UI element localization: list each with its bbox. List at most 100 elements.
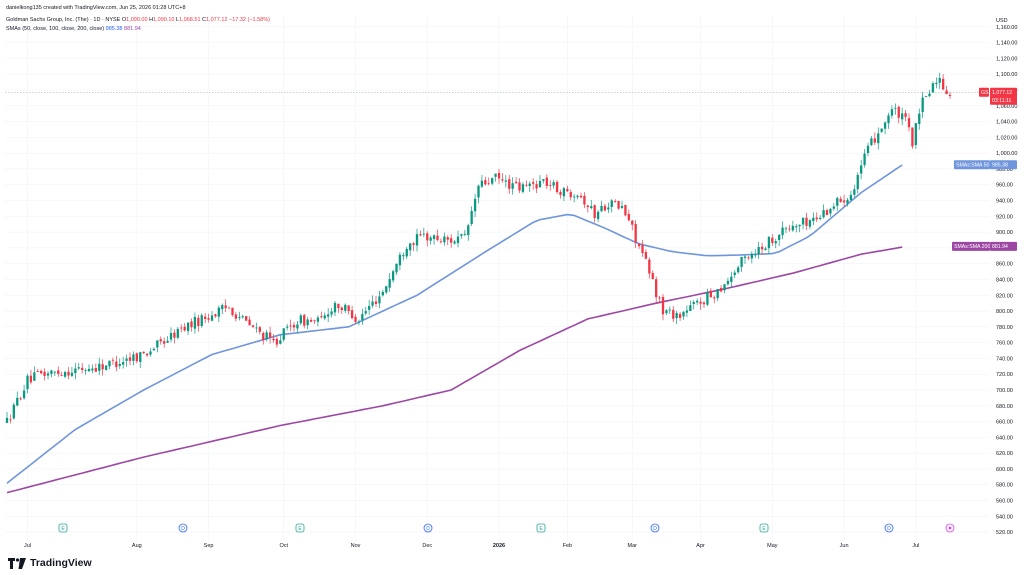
- candle: [815, 212, 818, 223]
- candle-body: [559, 191, 562, 195]
- earnings-marker[interactable]: E: [58, 523, 68, 533]
- replay-marker[interactable]: [945, 523, 955, 533]
- dividend-marker[interactable]: D: [884, 523, 894, 533]
- candle: [9, 414, 12, 424]
- candle-body: [111, 359, 115, 361]
- candle: [901, 107, 904, 126]
- ohlc-low: 1,068.51: [179, 17, 201, 23]
- candle: [719, 285, 723, 293]
- candle-body: [566, 188, 569, 192]
- candle-body: [504, 180, 507, 182]
- candle: [948, 92, 952, 99]
- candle-body: [272, 338, 275, 341]
- candle: [432, 234, 436, 245]
- candle-body: [665, 310, 668, 314]
- candle-body: [750, 253, 753, 259]
- candle: [94, 363, 97, 373]
- candle: [251, 325, 255, 329]
- candle: [193, 312, 197, 334]
- earnings-marker[interactable]: E: [536, 523, 546, 533]
- sma200-legend-value: 881.94: [124, 26, 141, 32]
- candle-body: [644, 252, 648, 259]
- candle-body: [251, 325, 255, 327]
- candle: [33, 366, 36, 382]
- candle-body: [911, 127, 914, 147]
- sma-legend-label: SMAs (50, close, 100, close, 200, close): [6, 26, 105, 32]
- candle: [98, 357, 101, 376]
- candle: [764, 246, 767, 251]
- price-tick: 980.00: [996, 167, 1013, 173]
- price-tick: 840.00: [996, 277, 1013, 283]
- sma200-value-pill: [990, 241, 1017, 251]
- candle: [784, 226, 788, 233]
- candle: [221, 303, 224, 315]
- last-price-countdown: 03:11:11: [992, 98, 1012, 104]
- candle-body: [12, 404, 15, 419]
- candle-body: [296, 324, 299, 329]
- dividend-marker[interactable]: D: [423, 523, 433, 533]
- candle: [248, 316, 251, 326]
- candle-body: [511, 183, 514, 189]
- candle-body: [286, 326, 289, 328]
- candle-body: [562, 188, 566, 197]
- candle-body: [839, 198, 842, 202]
- candle: [378, 291, 381, 309]
- candle-body: [699, 301, 702, 304]
- candle-body: [429, 237, 432, 241]
- candle: [514, 177, 518, 184]
- candle-body: [624, 205, 627, 216]
- candle: [190, 318, 193, 332]
- time-tick: Mar: [628, 543, 638, 549]
- ohlc-legend: Goldman Sachs Group, Inc. (The) · 1D · N…: [6, 17, 270, 23]
- candle: [238, 311, 241, 321]
- candle-body: [50, 370, 53, 374]
- candle-body: [569, 192, 572, 198]
- candle: [856, 172, 859, 194]
- candle-body: [760, 246, 764, 250]
- candle-body: [788, 228, 791, 230]
- candle: [860, 159, 863, 180]
- candle-body: [880, 128, 883, 132]
- dividend-marker[interactable]: D: [178, 523, 188, 533]
- candle: [16, 391, 19, 407]
- dividend-marker[interactable]: D: [650, 523, 660, 533]
- candle: [911, 127, 914, 149]
- candle-body: [91, 368, 94, 371]
- candle-body: [81, 367, 84, 370]
- candle-body: [596, 211, 600, 220]
- price-tick: 1,140.00: [996, 41, 1017, 47]
- candle: [549, 180, 552, 191]
- dividend-badge: [650, 523, 660, 533]
- candle-body: [819, 217, 822, 220]
- candle-body: [497, 172, 501, 179]
- ohlc-change: −17.32 (−1.58%): [228, 17, 270, 23]
- candle-body: [327, 314, 330, 317]
- candle: [603, 203, 607, 212]
- candle-body: [33, 372, 36, 381]
- candle: [245, 315, 248, 321]
- time-axis[interactable]: Jul Aug Sep Oct Nov Dec 2026 Feb Mar Apr May Jun Jul: [24, 543, 919, 549]
- time-tick: Oct: [279, 543, 288, 549]
- candle-body: [754, 254, 757, 256]
- event-letter: D: [887, 526, 891, 532]
- candle-body: [108, 360, 111, 367]
- candle-body: [918, 113, 921, 124]
- candle: [453, 239, 456, 245]
- candle: [914, 122, 917, 149]
- earnings-marker[interactable]: E: [295, 523, 305, 533]
- event-letter: D: [181, 526, 185, 532]
- candle-body: [132, 354, 135, 361]
- price-tick: 580.00: [996, 483, 1013, 489]
- earnings-marker[interactable]: E: [759, 523, 769, 533]
- candle-body: [303, 314, 306, 326]
- tradingview-logo[interactable]: TradingView: [8, 556, 92, 570]
- candle-body: [757, 247, 760, 254]
- candle-body: [743, 256, 747, 258]
- candle-body: [402, 255, 405, 257]
- candle: [347, 305, 350, 315]
- candle-body: [309, 319, 313, 322]
- ohlc-open-key: O: [121, 17, 127, 23]
